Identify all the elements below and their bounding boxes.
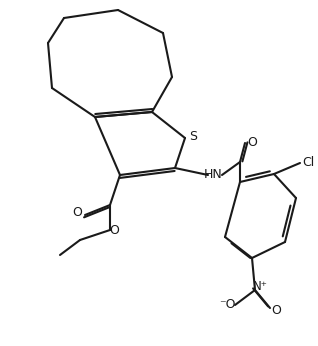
Text: O: O	[72, 207, 82, 219]
Text: S: S	[189, 129, 197, 143]
Text: O: O	[271, 303, 281, 317]
Text: O: O	[247, 137, 257, 149]
Text: ⁻O: ⁻O	[219, 299, 235, 311]
Text: O: O	[109, 224, 119, 237]
Text: N⁺: N⁺	[252, 281, 267, 293]
Text: Cl: Cl	[302, 156, 314, 170]
Text: HN: HN	[204, 169, 222, 182]
